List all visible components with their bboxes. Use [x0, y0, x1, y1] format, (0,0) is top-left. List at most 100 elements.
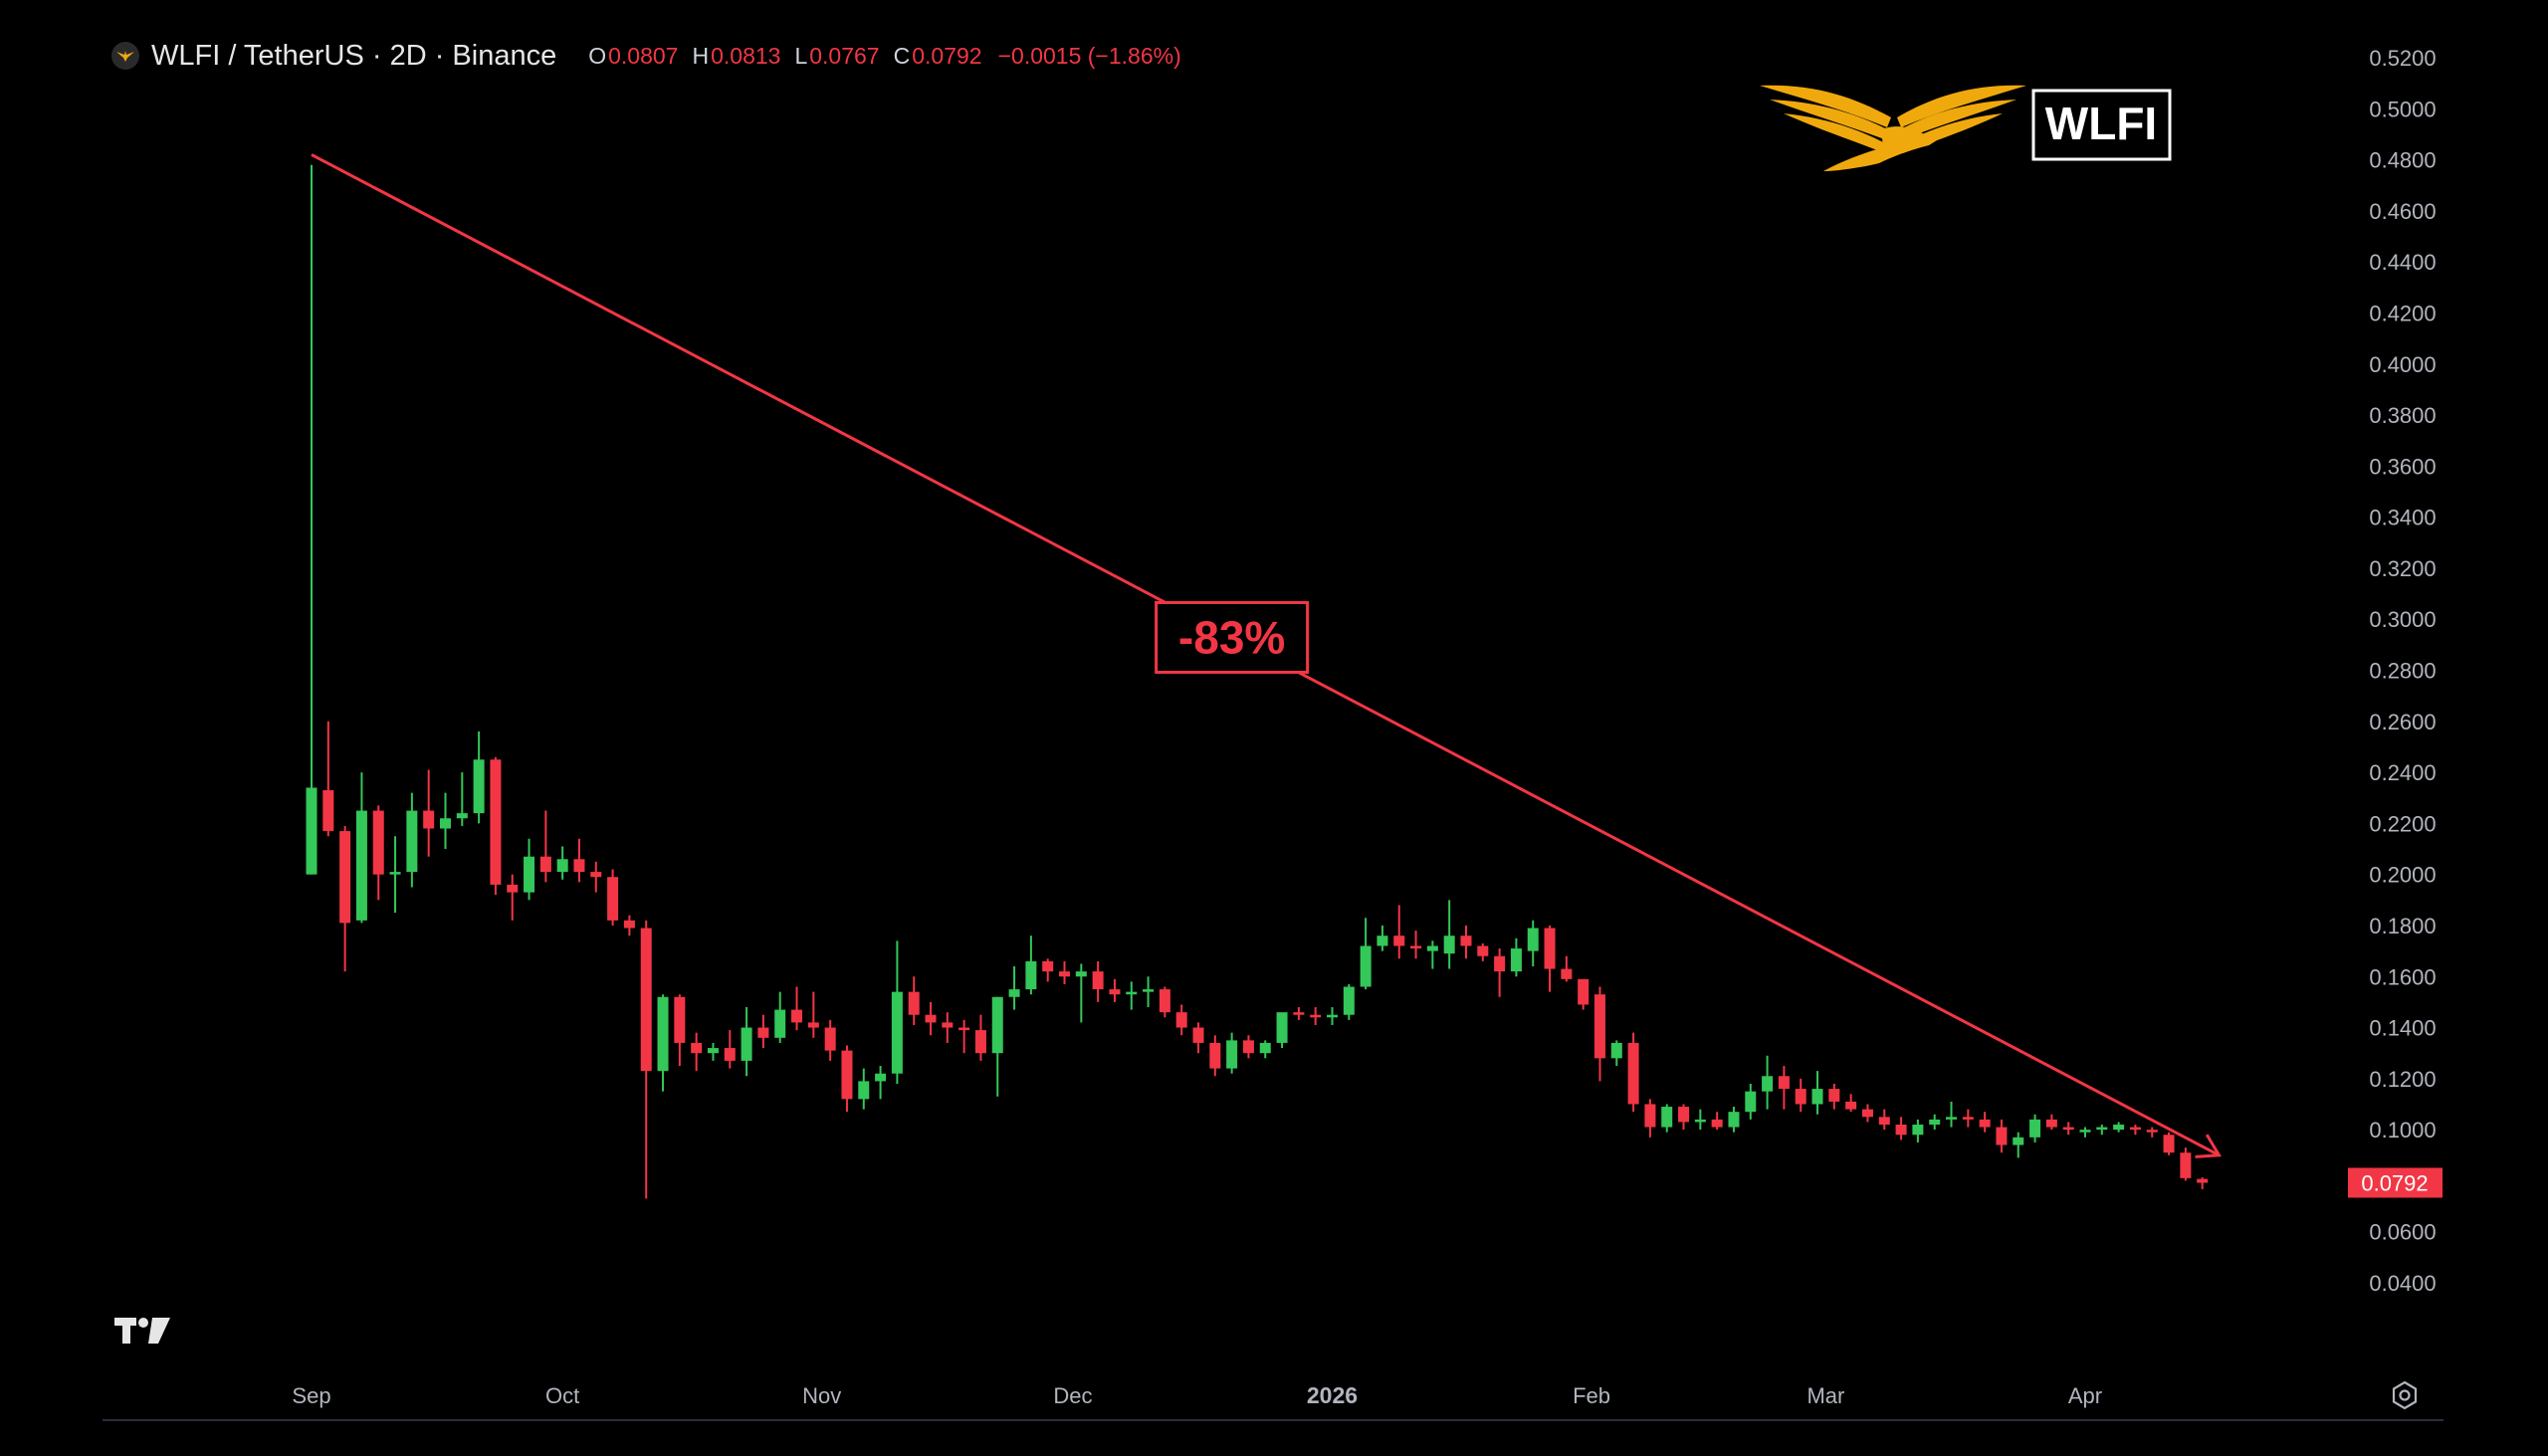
candle[interactable]	[1962, 1109, 1974, 1128]
candle[interactable]	[942, 1012, 954, 1043]
candle[interactable]	[355, 772, 367, 924]
candle[interactable]	[1008, 965, 1020, 1010]
candle[interactable]	[556, 846, 568, 880]
candle[interactable]	[1527, 920, 1539, 966]
candle[interactable]	[974, 1014, 986, 1061]
candle[interactable]	[1310, 1007, 1322, 1025]
candle[interactable]	[1912, 1119, 1924, 1143]
candle[interactable]	[1259, 1040, 1271, 1059]
candle[interactable]	[590, 861, 602, 893]
candle[interactable]	[423, 769, 435, 857]
candle[interactable]	[2180, 1147, 2192, 1181]
candle[interactable]	[1426, 940, 1438, 969]
candle[interactable]	[807, 991, 819, 1038]
candle[interactable]	[1946, 1101, 1958, 1128]
candle[interactable]	[1979, 1112, 1991, 1133]
candle[interactable]	[2113, 1122, 2125, 1133]
candle[interactable]	[439, 792, 451, 850]
candle[interactable]	[1326, 1007, 1338, 1025]
candle[interactable]	[1494, 948, 1506, 997]
candle[interactable]	[1175, 1004, 1187, 1036]
candle[interactable]	[539, 810, 551, 883]
candle[interactable]	[1627, 1032, 1639, 1113]
candle[interactable]	[908, 976, 920, 1025]
candle[interactable]	[306, 164, 318, 875]
candle[interactable]	[1460, 925, 1472, 959]
candle[interactable]	[1025, 936, 1037, 995]
candle[interactable]	[1861, 1104, 1873, 1123]
candle[interactable]	[1762, 1055, 1774, 1110]
candle[interactable]	[1059, 960, 1071, 984]
candle[interactable]	[1343, 983, 1355, 1020]
candle[interactable]	[1276, 1012, 1288, 1049]
candle[interactable]	[1644, 1099, 1656, 1138]
candle[interactable]	[456, 772, 468, 826]
candle[interactable]	[858, 1068, 870, 1110]
candle[interactable]	[1845, 1094, 1857, 1113]
candle[interactable]	[875, 1066, 887, 1100]
candle[interactable]	[958, 1019, 970, 1054]
candle[interactable]	[2013, 1132, 2024, 1158]
candle[interactable]	[1192, 1022, 1204, 1054]
candle[interactable]	[2096, 1124, 2108, 1136]
candle[interactable]	[841, 1045, 853, 1113]
candle[interactable]	[1360, 918, 1372, 990]
candle[interactable]	[774, 991, 786, 1043]
candle[interactable]	[657, 994, 669, 1092]
candle[interactable]	[524, 838, 535, 901]
candle[interactable]	[1694, 1109, 1706, 1131]
candle[interactable]	[339, 825, 351, 972]
candle[interactable]	[1092, 960, 1104, 1002]
candle[interactable]	[1711, 1112, 1723, 1131]
candle[interactable]	[1293, 1007, 1305, 1020]
candle[interactable]	[891, 940, 903, 1084]
candle[interactable]	[707, 1042, 719, 1061]
candle[interactable]	[757, 1014, 769, 1049]
candle[interactable]	[1443, 900, 1455, 969]
candle[interactable]	[1075, 963, 1087, 1023]
candle[interactable]	[1393, 905, 1405, 959]
candle[interactable]	[2062, 1122, 2074, 1136]
candle[interactable]	[925, 1001, 937, 1036]
drop-annotation[interactable]: -83%	[1155, 600, 1310, 674]
candle[interactable]	[623, 915, 635, 936]
candle[interactable]	[1159, 986, 1170, 1018]
candle[interactable]	[691, 1032, 703, 1072]
candle[interactable]	[1828, 1083, 1840, 1110]
candle[interactable]	[1811, 1071, 1823, 1115]
candle[interactable]	[2163, 1132, 2175, 1155]
candle[interactable]	[1242, 1035, 1254, 1059]
candle[interactable]	[1745, 1083, 1757, 1120]
candle[interactable]	[607, 869, 619, 926]
candle[interactable]	[640, 920, 652, 1199]
candle[interactable]	[1126, 981, 1138, 1010]
candle[interactable]	[1410, 931, 1422, 959]
candle[interactable]	[1996, 1119, 2008, 1153]
candle[interactable]	[1610, 1040, 1622, 1067]
candle[interactable]	[389, 836, 401, 914]
candle[interactable]	[2146, 1127, 2158, 1138]
candle[interactable]	[991, 996, 1003, 1097]
candle[interactable]	[2045, 1114, 2057, 1131]
candle[interactable]	[406, 792, 418, 888]
candle[interactable]	[1678, 1104, 1690, 1131]
candle[interactable]	[2197, 1177, 2209, 1189]
candle[interactable]	[2129, 1124, 2141, 1136]
candle[interactable]	[1795, 1078, 1806, 1113]
candle[interactable]	[1109, 978, 1121, 1002]
candle[interactable]	[674, 994, 686, 1067]
candle[interactable]	[372, 805, 384, 901]
candle[interactable]	[724, 1030, 736, 1069]
candle[interactable]	[1728, 1107, 1740, 1133]
candle[interactable]	[490, 756, 502, 896]
candle[interactable]	[1895, 1117, 1907, 1141]
settings-gear-icon[interactable]	[2390, 1380, 2420, 1415]
candle[interactable]	[473, 731, 485, 824]
candle[interactable]	[573, 838, 585, 883]
candle[interactable]	[1593, 986, 1605, 1082]
candle[interactable]	[1143, 976, 1155, 1008]
candle[interactable]	[1878, 1109, 1890, 1131]
candle[interactable]	[1209, 1035, 1221, 1077]
candle[interactable]	[1510, 937, 1522, 977]
